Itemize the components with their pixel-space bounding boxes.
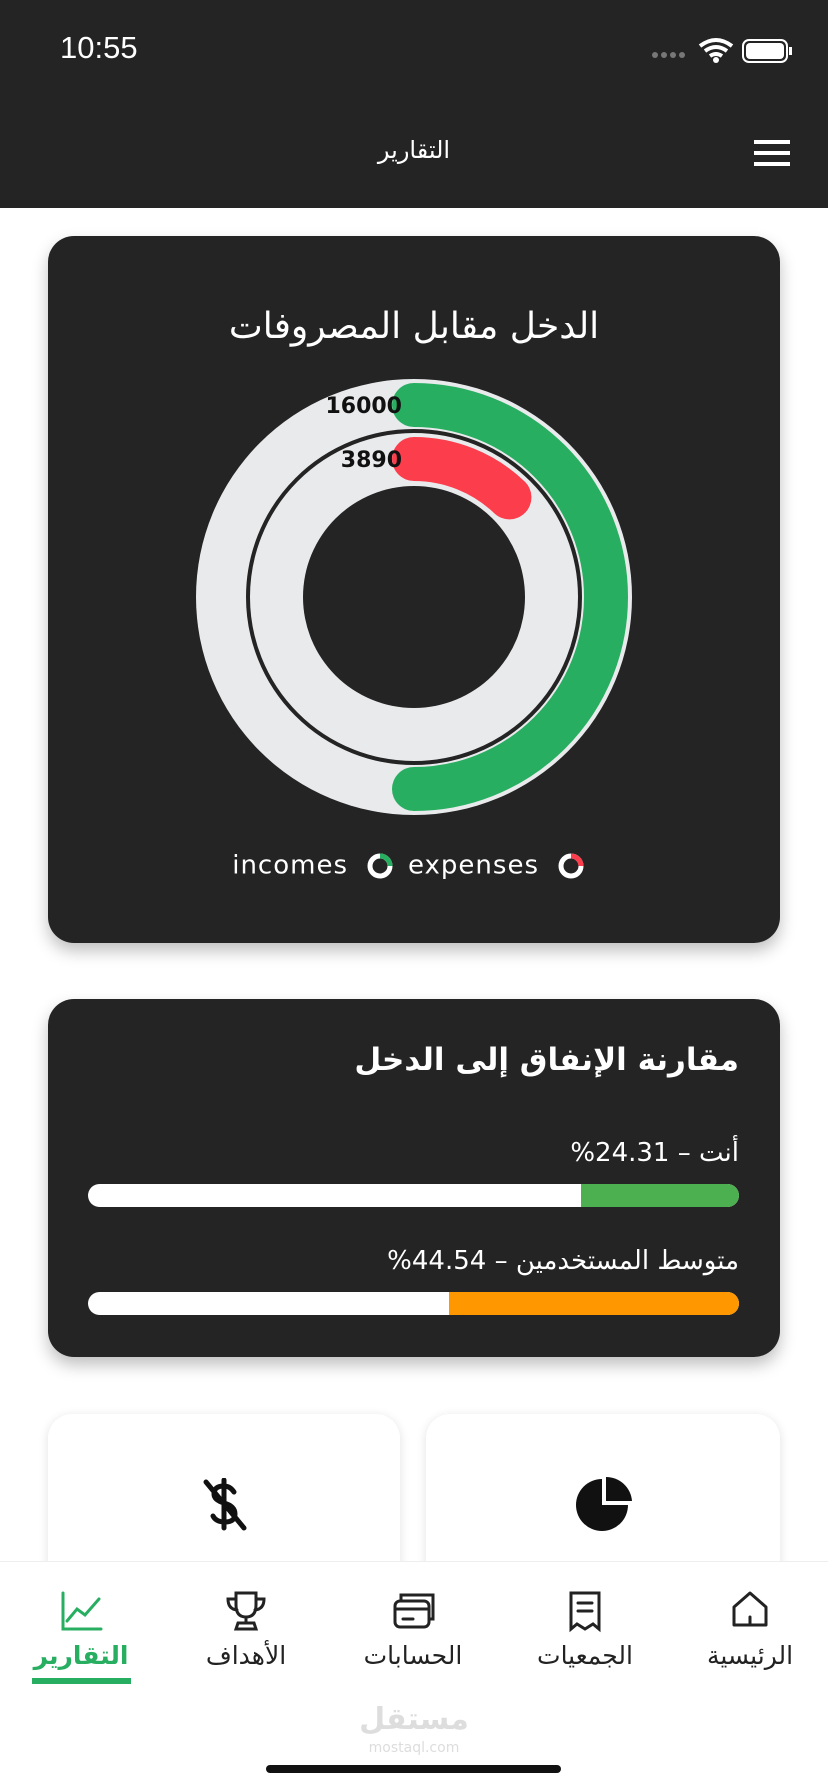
header-title: التقارير: [377, 136, 451, 164]
ring-value: 16000: [325, 394, 402, 419]
row-label: متوسط المستخدمين – %44.54: [387, 1246, 739, 1276]
tab-icon: [393, 1593, 435, 1629]
top-bar: [0, 0, 828, 208]
tab-icon: [61, 1591, 103, 1631]
legend-label: expenses: [408, 851, 539, 881]
tab-icon: [569, 1591, 601, 1633]
legend-icon-arc: [570, 853, 584, 867]
ring-chart: 16000 3890 incomes expenses: [196, 379, 632, 881]
tab-label[interactable]: التقارير: [33, 1641, 129, 1670]
pie-icon: [576, 1477, 632, 1531]
row-separator: –: [494, 1246, 508, 1276]
legend-label: incomes: [232, 851, 348, 881]
tab-icon: [226, 1591, 266, 1631]
row-value: %24.31: [570, 1138, 670, 1168]
menu-button[interactable]: [752, 138, 792, 168]
ring-hole: [303, 486, 525, 708]
home-indicator: [266, 1765, 561, 1773]
bar-fill: [580, 1184, 739, 1207]
watermark-url: mostaql.com: [368, 1740, 460, 1756]
bar-track: [88, 1184, 739, 1207]
tab-label[interactable]: الرئيسية: [706, 1641, 794, 1670]
row-name: أنت: [699, 1138, 739, 1168]
tab-label[interactable]: الأهداف: [205, 1641, 287, 1670]
tab-indicator: [32, 1678, 131, 1684]
watermark: مستقل: [359, 1702, 469, 1737]
legend-icon-arc: [379, 853, 393, 867]
tab-label[interactable]: الحسابات: [363, 1641, 463, 1670]
bar-track: [88, 1292, 739, 1315]
tab-icon: [732, 1591, 768, 1627]
ring-arc: [392, 383, 628, 811]
status-icons: [652, 38, 792, 63]
row-value: %44.54: [387, 1246, 487, 1276]
ring-divider: [246, 429, 582, 765]
row-separator: –: [677, 1138, 691, 1168]
row-label: أنت – %24.31: [570, 1138, 739, 1168]
ring-arc: [392, 437, 532, 520]
card-title: الدخل مقابل المصروفات: [228, 306, 600, 347]
dollar-off-icon: [203, 1478, 247, 1531]
card-title: مقارنة الإنفاق إلى الدخل: [354, 1042, 739, 1078]
bar-fill: [449, 1292, 739, 1315]
ring-value: 3890: [341, 448, 402, 473]
status-time: 10:55: [60, 30, 138, 65]
tab-label[interactable]: الجمعيات: [537, 1641, 633, 1670]
row-name: متوسط المستخدمين: [515, 1246, 739, 1276]
